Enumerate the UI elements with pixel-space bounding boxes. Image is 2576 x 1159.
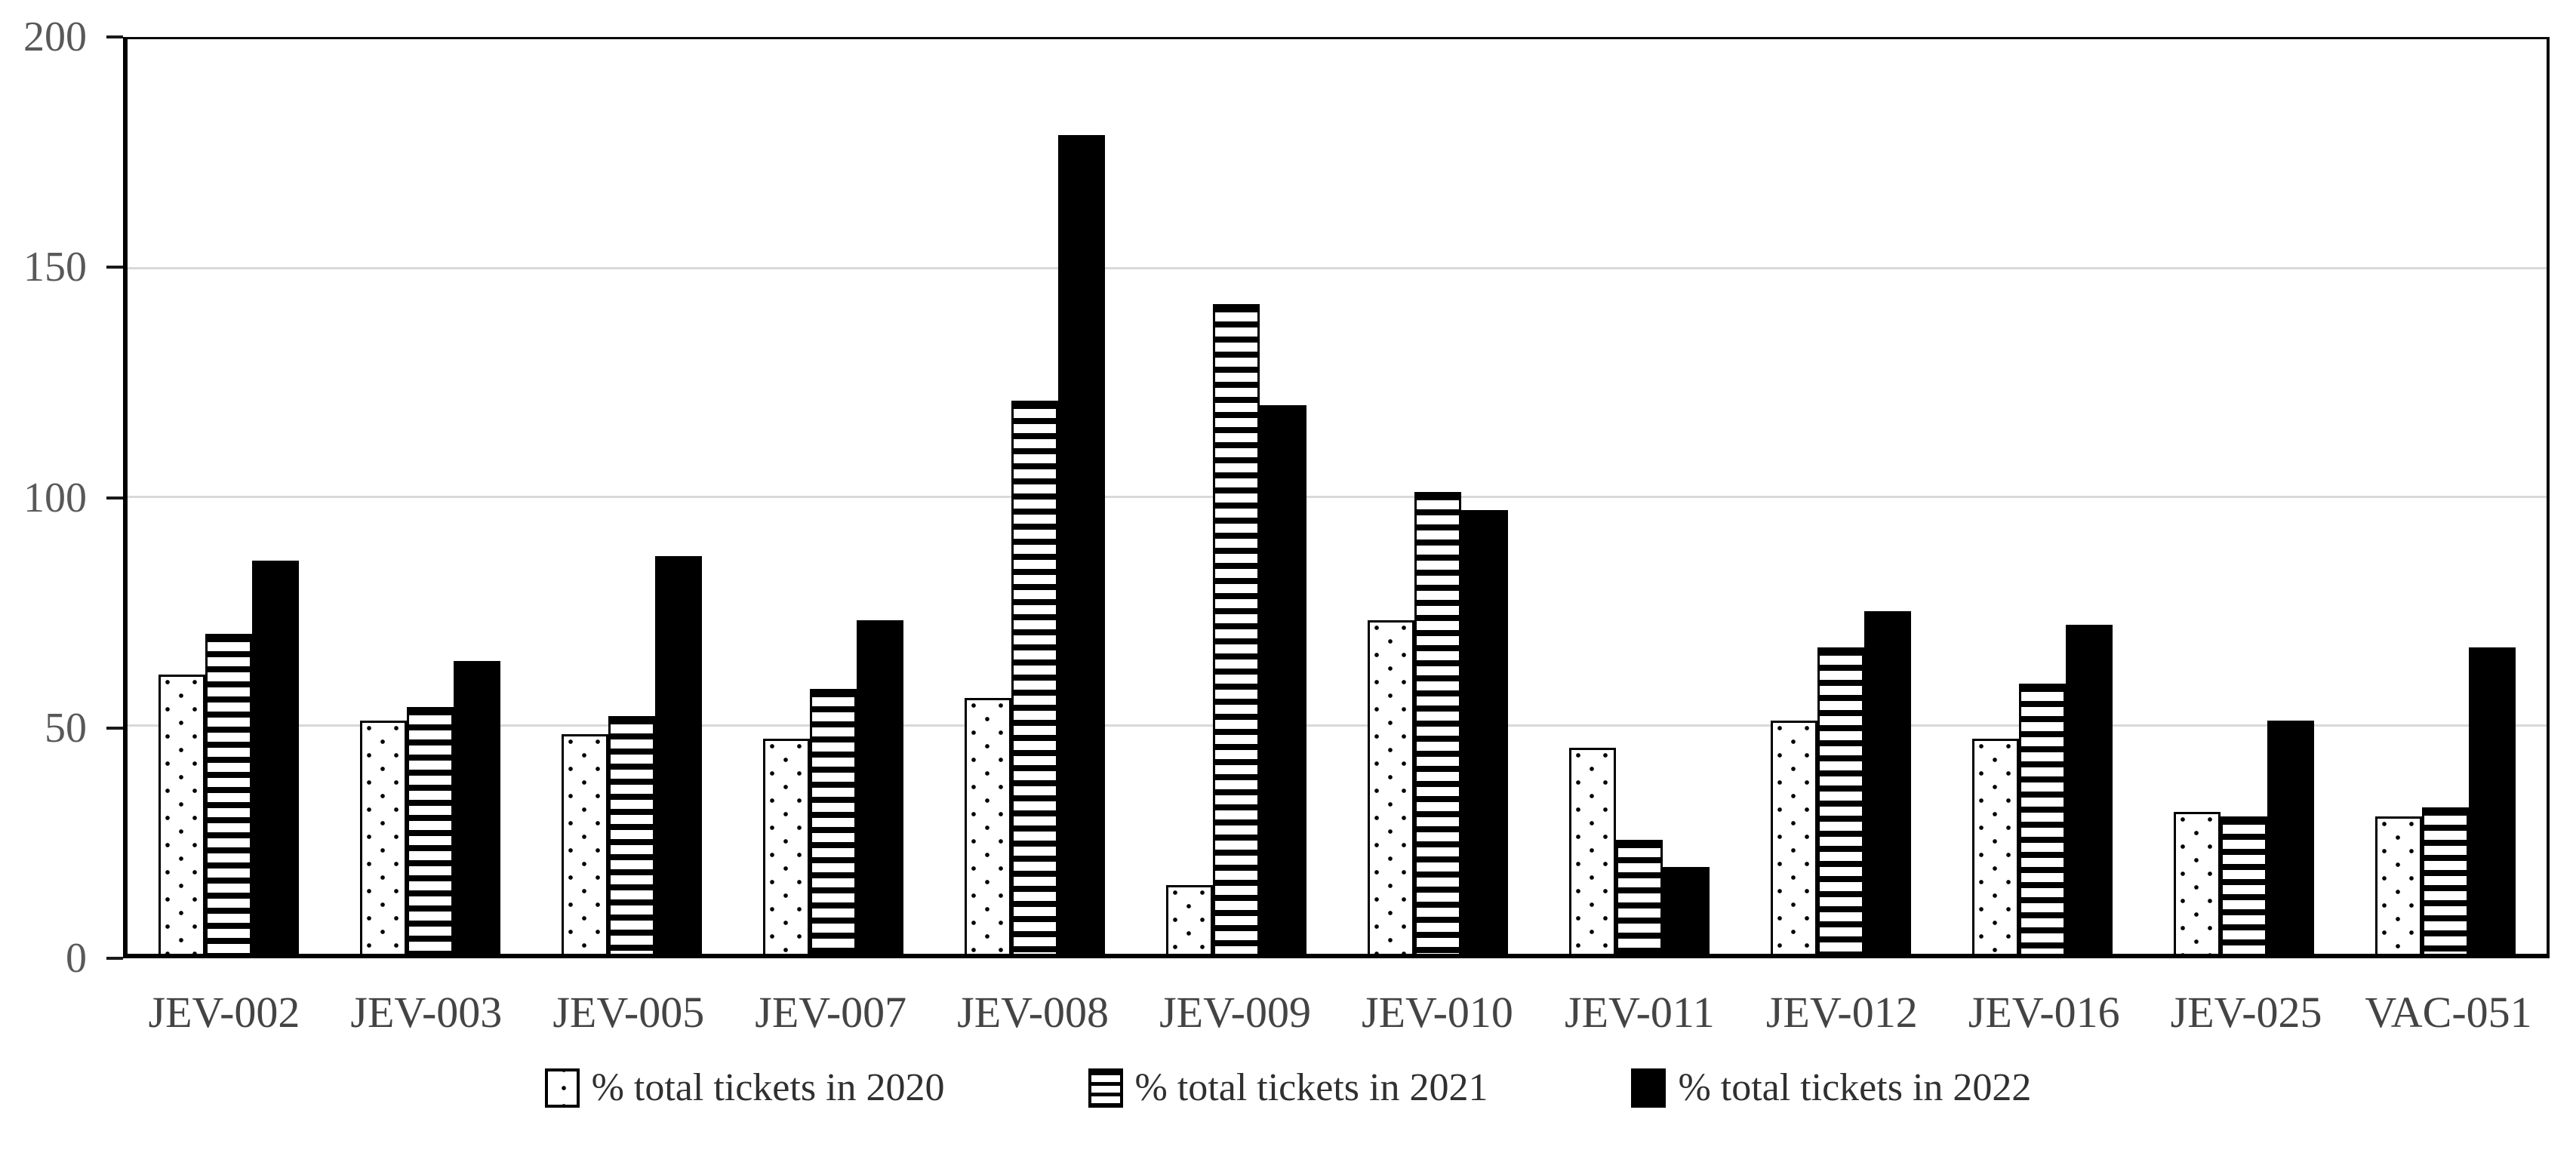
legend-item-2021: % total tickets in 2021 <box>1088 1068 1488 1108</box>
y-tick-200 <box>106 35 123 38</box>
x-tick-label-JEV-016: JEV-016 <box>1968 988 2120 1037</box>
bar-JEV-008-2020 <box>964 697 1011 954</box>
bar-JEV-009-2020 <box>1165 885 1213 954</box>
legend-item-2022: % total tickets in 2022 <box>1631 1068 2031 1108</box>
bar-JEV-025-2022 <box>2267 720 2315 954</box>
legend-swatch-dots-icon <box>544 1068 580 1108</box>
bar-JEV-016-2021 <box>2019 684 2067 954</box>
bar-JEV-010-2020 <box>1368 619 1415 954</box>
bar-JEV-025-2020 <box>2174 812 2221 954</box>
bar-group-JEV-005 <box>561 39 702 954</box>
y-tick-150 <box>106 266 123 269</box>
bar-JEV-008-2022 <box>1057 135 1105 954</box>
bar-JEV-002-2020 <box>158 675 205 954</box>
x-tick-label-JEV-003: JEV-003 <box>350 988 503 1037</box>
bar-JEV-012-2022 <box>1864 610 1912 954</box>
bar-JEV-003-2020 <box>359 720 407 954</box>
bar-JEV-005-2021 <box>608 715 655 954</box>
bar-JEV-009-2021 <box>1212 304 1260 954</box>
bar-VAC-051-2021 <box>2422 807 2470 954</box>
bar-JEV-011-2020 <box>1569 748 1617 954</box>
y-tick-label-0: 0 <box>66 935 87 982</box>
legend-label: % total tickets in 2022 <box>1678 1066 2032 1109</box>
bar-JEV-003-2021 <box>406 706 454 954</box>
bar-JEV-002-2021 <box>205 633 252 954</box>
x-tick-label-JEV-025: JEV-025 <box>2170 988 2322 1037</box>
x-tick-label-VAC-051: VAC-051 <box>2365 988 2532 1037</box>
y-axis: 0 50 100 150 200 <box>0 14 123 981</box>
bar-JEV-005-2020 <box>561 734 608 954</box>
bar-group-JEV-012 <box>1771 39 1912 954</box>
bar-JEV-010-2021 <box>1414 491 1462 954</box>
bar-group-JEV-010 <box>1368 39 1509 954</box>
bar-VAC-051-2020 <box>2375 816 2423 954</box>
x-tick-label-JEV-007: JEV-007 <box>755 988 907 1037</box>
bar-JEV-025-2021 <box>2221 816 2268 954</box>
x-tick-label-JEV-005: JEV-005 <box>552 988 705 1037</box>
y-tick-0 <box>106 957 123 960</box>
bars-layer <box>128 39 2547 954</box>
bar-JEV-005-2022 <box>654 555 702 954</box>
gridline-50 <box>128 724 2547 727</box>
bar-group-JEV-009 <box>1165 39 1306 954</box>
y-tick-label-50: 50 <box>45 704 87 752</box>
legend-label: % total tickets in 2021 <box>1134 1066 1488 1109</box>
bar-JEV-011-2021 <box>1616 839 1663 954</box>
bar-JEV-009-2022 <box>1259 404 1306 954</box>
legend-label: % total tickets in 2020 <box>591 1066 945 1109</box>
bar-group-JEV-025 <box>2174 39 2315 954</box>
gridline-100 <box>128 495 2547 498</box>
x-tick-label-JEV-009: JEV-009 <box>1159 988 1311 1037</box>
x-tick-label-JEV-011: JEV-011 <box>1565 988 1715 1037</box>
legend-item-2020: % total tickets in 2020 <box>544 1066 945 1109</box>
legend: % total tickets in 2020 % total tickets i… <box>0 1068 2576 1108</box>
x-tick-label-JEV-008: JEV-008 <box>957 988 1109 1037</box>
bar-JEV-016-2022 <box>2066 624 2113 954</box>
y-tick-100 <box>106 496 123 500</box>
gridline-150 <box>128 266 2547 269</box>
bar-group-JEV-011 <box>1569 39 1710 954</box>
bar-JEV-007-2020 <box>762 739 810 954</box>
y-tick-label-100: 100 <box>23 474 87 521</box>
bar-group-VAC-051 <box>2375 39 2516 954</box>
bar-group-JEV-003 <box>359 39 500 954</box>
y-tick-label-200: 200 <box>23 14 87 60</box>
x-tick-label-JEV-002: JEV-002 <box>148 988 300 1037</box>
y-tick-50 <box>106 726 123 730</box>
bar-group-JEV-007 <box>762 39 903 954</box>
bar-group-JEV-016 <box>1972 39 2113 954</box>
bar-JEV-003-2022 <box>453 661 500 954</box>
bar-group-JEV-002 <box>158 39 299 954</box>
x-tick-label-JEV-010: JEV-010 <box>1362 988 1513 1037</box>
bar-JEV-002-2022 <box>251 560 299 954</box>
x-axis-labels: JEV-002 JEV-003 JEV-005 JEV-007 JEV-008 JEV-0… <box>123 987 2550 1055</box>
bar-JEV-011-2022 <box>1663 866 1710 954</box>
bar-JEV-012-2020 <box>1771 720 1818 954</box>
legend-swatch-hlines-icon <box>1088 1068 1123 1108</box>
bar-JEV-016-2020 <box>1972 739 2020 954</box>
bar-group-JEV-008 <box>964 39 1105 954</box>
bar-JEV-007-2021 <box>809 688 857 954</box>
legend-swatch-solid-icon <box>1631 1068 1667 1108</box>
x-tick-label-JEV-012: JEV-012 <box>1765 988 1918 1037</box>
bar-VAC-051-2022 <box>2469 647 2516 954</box>
y-tick-label-150: 150 <box>23 244 87 291</box>
plot-area <box>123 37 2550 958</box>
bar-JEV-008-2021 <box>1011 400 1058 954</box>
bar-JEV-010-2022 <box>1461 510 1509 954</box>
bar-JEV-012-2021 <box>1817 647 1865 954</box>
bar-JEV-007-2022 <box>856 619 903 954</box>
